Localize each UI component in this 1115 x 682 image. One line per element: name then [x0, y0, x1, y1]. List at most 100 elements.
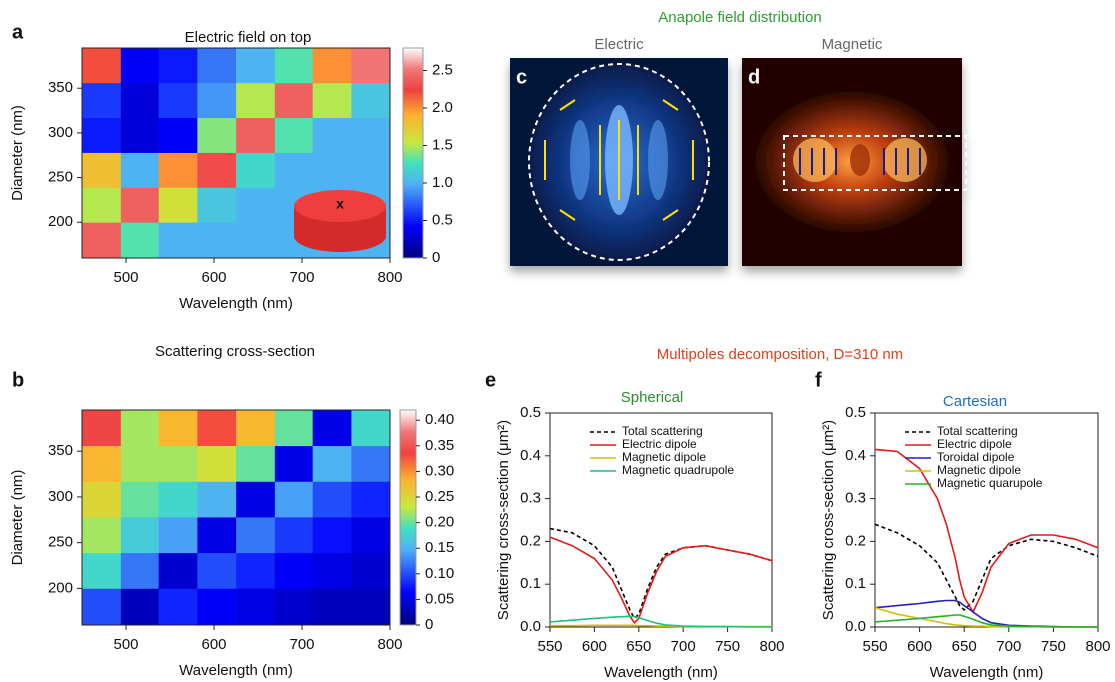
legend-label: Toroidal dipole [937, 450, 1015, 464]
heatmap-cell [275, 48, 314, 84]
heatmap-cell [313, 482, 352, 518]
heatmap-cell [236, 482, 275, 518]
panel-title: Scattering cross-section [155, 343, 315, 360]
heatmap-cell [351, 48, 390, 84]
x-axis-label: Wavelength (nm) [930, 664, 1044, 681]
colorbar-tick-label: 2.0 [432, 99, 453, 116]
x-tick-label: 700 [996, 638, 1021, 655]
x-axis-label: Wavelength (nm) [179, 295, 293, 312]
heatmap-cell [351, 118, 390, 153]
panel-letter: e [485, 369, 496, 391]
y-tick-label: 350 [48, 79, 73, 96]
x-tick-label: 800 [377, 636, 402, 653]
x-tick-label: 700 [671, 638, 696, 655]
heatmap-cell [236, 517, 275, 553]
x-axis-label: Wavelength (nm) [604, 664, 718, 681]
heatmap-cell [275, 83, 314, 119]
y-tick-label: 0.5 [520, 404, 541, 421]
heatmap-cell [236, 589, 275, 625]
colorbar-tick-label: 0.15 [425, 539, 454, 556]
panel-letter: a [12, 21, 24, 43]
x-tick-label: 600 [582, 638, 607, 655]
colorbar-tick-label: 0 [432, 249, 440, 266]
heatmap-cell [159, 410, 198, 446]
x-tick-label: 800 [1085, 638, 1110, 655]
heatmap-cell [121, 118, 160, 153]
y-tick-label: 0.0 [845, 618, 866, 635]
heatmap-cell [197, 482, 236, 518]
legend-label: Electric dipole [937, 437, 1012, 451]
panel-letter: f [815, 369, 822, 391]
heatmap-cell [351, 410, 390, 446]
x-tick-label: 500 [113, 269, 138, 286]
series-line [550, 529, 772, 619]
legend-label: Total scattering [937, 424, 1018, 438]
heatmap-cell [82, 410, 121, 446]
y-tick-label: 200 [48, 579, 73, 596]
heatmap-cell [159, 517, 198, 553]
heatmap-cell [275, 410, 314, 446]
colorbar-tick-label: 0.40 [425, 411, 454, 428]
magnetic-field-image [742, 58, 966, 266]
colorbar [400, 410, 416, 625]
heatmap-cell [275, 153, 314, 189]
heatmap-cell [236, 553, 275, 589]
x-tick-label: 550 [537, 638, 562, 655]
x-tick-label: 650 [626, 638, 651, 655]
y-tick-label: 0.4 [845, 447, 866, 464]
y-tick-label: 250 [48, 169, 73, 186]
legend-label: Magnetic dipole [937, 463, 1021, 477]
y-tick-label: 200 [48, 213, 73, 230]
legend-label: Total scattering [622, 424, 703, 438]
heatmap-cell [313, 153, 352, 189]
heatmap-cell [159, 153, 198, 189]
heatmap-cell [121, 188, 160, 224]
heatmap-cell [197, 48, 236, 84]
x-tick-label: 600 [907, 638, 932, 655]
y-tick-label: 300 [48, 124, 73, 141]
x-tick-label: 500 [113, 636, 138, 653]
heatmap-cell [159, 589, 198, 625]
panel-letter: b [12, 369, 24, 391]
colorbar-tick-label: 1.0 [432, 174, 453, 191]
panel-letter: d [748, 66, 760, 88]
heatmap-cell [82, 553, 121, 589]
heatmap-cell [236, 48, 275, 84]
heatmap-cell [275, 118, 314, 153]
heatmap-cell [159, 188, 198, 224]
heatmap-cell [82, 589, 121, 625]
heatmap-cell [197, 410, 236, 446]
heatmap-cell [159, 482, 198, 518]
y-tick-label: 350 [48, 442, 73, 459]
heatmap-cell [159, 83, 198, 119]
heatmap-cell [197, 589, 236, 625]
heatmap-cell [313, 553, 352, 589]
heatmap-cell [197, 553, 236, 589]
heatmap-cell [197, 517, 236, 553]
inset-marker: x [336, 196, 344, 212]
series-line [550, 537, 772, 623]
heatmap-cell [121, 223, 160, 259]
legend-label: Electric dipole [622, 437, 697, 451]
heatmap-cell [313, 118, 352, 153]
heatmap-cell [313, 83, 352, 119]
y-tick-label: 0.2 [520, 532, 541, 549]
y-axis-label: Scattering cross-section (μm²) [820, 420, 837, 620]
heatmap-cell [197, 83, 236, 119]
panel-title: Electric field on top [185, 29, 312, 46]
y-tick-label: 0.3 [845, 490, 866, 507]
heatmap-cell [82, 83, 121, 119]
figure: Anapole field distribution Multipoles de… [0, 0, 1115, 682]
heatmap-cell [82, 517, 121, 553]
x-tick-label: 700 [289, 269, 314, 286]
legend-label: Magnetic quarupole [937, 476, 1043, 490]
colorbar [403, 48, 423, 258]
heatmap-cell [236, 188, 275, 224]
heatmap-cell [121, 446, 160, 482]
y-tick-label: 300 [48, 488, 73, 505]
heatmap-cell [82, 446, 121, 482]
heatmap-cell [82, 188, 121, 224]
heatmap-cell [197, 223, 236, 259]
heatmap-cell [351, 589, 390, 625]
x-tick-label: 600 [201, 269, 226, 286]
